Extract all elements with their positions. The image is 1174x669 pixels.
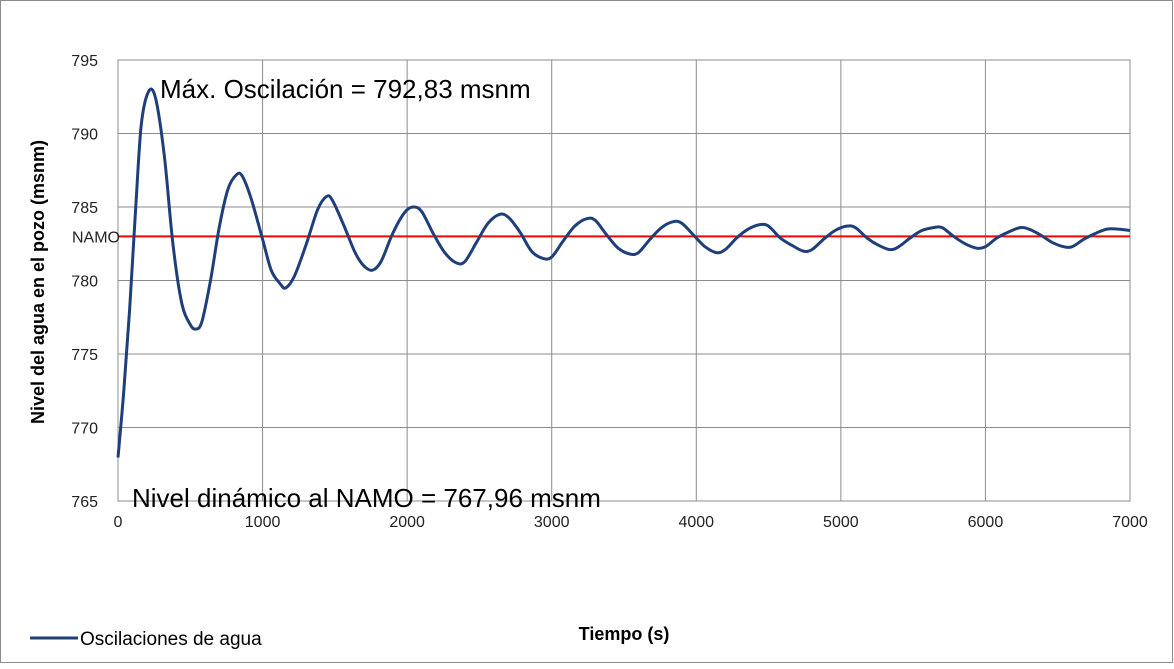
max-oscillation-annotation: Máx. Oscilación = 792,83 msnm [160,74,531,104]
x-tick-label: 0 [114,514,123,531]
y-axis-title: Nivel del agua en el pozo (msnm) [28,140,48,424]
y-tick-label: 775 [71,347,98,364]
x-tick-label: 3000 [534,514,570,531]
x-tick-label: 7000 [1112,514,1148,531]
x-tick-label: 6000 [968,514,1004,531]
y-axis-ticks: 765 770 775 780 785 790 795 [71,53,98,511]
x-tick-label: 2000 [389,514,425,531]
gridlines [118,60,1130,501]
y-tick-label: 795 [71,53,98,70]
y-tick-label: 785 [71,200,98,217]
y-tick-label: 770 [71,421,98,438]
legend-series-label: Oscilaciones de agua [80,629,262,650]
y-tick-label: 780 [71,274,98,291]
y-tick-label: 765 [71,494,98,511]
series-line-oscilaciones [116,87,1131,458]
x-axis-ticks: 0 1000 2000 3000 4000 5000 6000 7000 [114,514,1148,531]
x-tick-label: 5000 [823,514,859,531]
x-tick-label: 1000 [245,514,281,531]
legend: Oscilaciones de agua [30,629,262,650]
namo-label: NAMO [72,229,120,246]
min-level-annotation: Nivel dinámico al NAMO = 767,96 msnm [132,483,601,513]
x-axis-title: Tiempo (s) [579,624,670,644]
y-tick-label: 790 [71,127,98,144]
x-tick-label: 4000 [678,514,714,531]
